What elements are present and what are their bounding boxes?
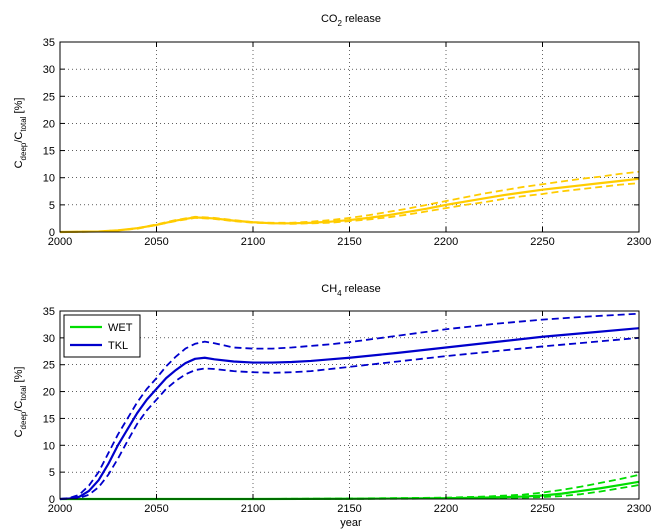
y-tick-label: 5 [49, 200, 55, 212]
y-tick-label: 35 [43, 306, 55, 318]
series-line-dashed-2 [60, 484, 640, 500]
series-line-dashed-1 [60, 473, 640, 500]
y-tick-label: 10 [43, 173, 55, 185]
ch4-plot-area: 2000 2050 2100 2150 2200 2250 2300 0 5 10 15 20 25 30… [43, 306, 651, 515]
y-tick-label: 30 [43, 64, 55, 76]
co2-panel-ylabel: Cdeep/Ctotal [%] [13, 98, 28, 169]
y-tick-label: 5 [49, 467, 55, 479]
ch4-panel-ylabel: Cdeep/Ctotal [%] [13, 367, 28, 438]
x-tick-label: 2000 [48, 236, 72, 248]
legend: WET TKL [63, 314, 141, 358]
legend-label-wet: WET [108, 322, 133, 334]
x-tick-label: 2250 [530, 236, 554, 248]
series-line-tkl [59, 327, 640, 501]
x-tick-label: 2200 [434, 236, 458, 248]
y-tick-label: 0 [49, 227, 55, 239]
x-tick-label: 2250 [530, 503, 554, 515]
y-tick-label: 0 [49, 494, 55, 506]
y-tick-label: 15 [43, 146, 55, 158]
y-tick-label: 20 [43, 118, 55, 130]
co2-plot-area: 2000 2050 2100 2150 2200 2250 2300 0 5 10 15 20 25 30… [43, 37, 651, 248]
series-line-dashed-4 [59, 312, 640, 500]
ch4-panel-title: CH4 release [321, 283, 380, 298]
x-tick-label: 2100 [241, 503, 265, 515]
legend-box [63, 314, 141, 358]
x-tick-label: 2300 [627, 236, 651, 248]
y-tick-label: 20 [43, 387, 55, 399]
x-tick-label: 2200 [434, 503, 458, 515]
legend-label-tkl: TKL [108, 340, 128, 352]
x-tick-label: 2300 [627, 503, 651, 515]
ch4-release-panel: CH4 release Cdeep/Ctotal [%] year 2000 20… [13, 283, 651, 529]
ch4-panel-xlabel: year [340, 517, 362, 529]
y-tick-label: 30 [43, 333, 55, 345]
co2-panel-title: CO2 release [321, 13, 381, 28]
x-tick-label: 2050 [144, 503, 168, 515]
series-line-dashed-5 [59, 336, 640, 500]
y-tick-label: 15 [43, 413, 55, 425]
x-tick-label: 2000 [48, 503, 72, 515]
series-line-dashed-1 [59, 170, 640, 233]
x-tick-label: 2150 [337, 236, 361, 248]
y-tick-label: 25 [43, 360, 55, 372]
co2-release-panel: CO2 release Cdeep/Ctotal [%] 2000 2050 210… [13, 13, 651, 248]
x-tick-label: 2100 [241, 236, 265, 248]
x-tick-label: 2150 [337, 503, 361, 515]
y-tick-label: 10 [43, 440, 55, 452]
x-tick-label: 2050 [144, 236, 168, 248]
y-tick-label: 35 [43, 37, 55, 49]
series-line-dashed-2 [59, 182, 640, 233]
y-tick-label: 25 [43, 91, 55, 103]
